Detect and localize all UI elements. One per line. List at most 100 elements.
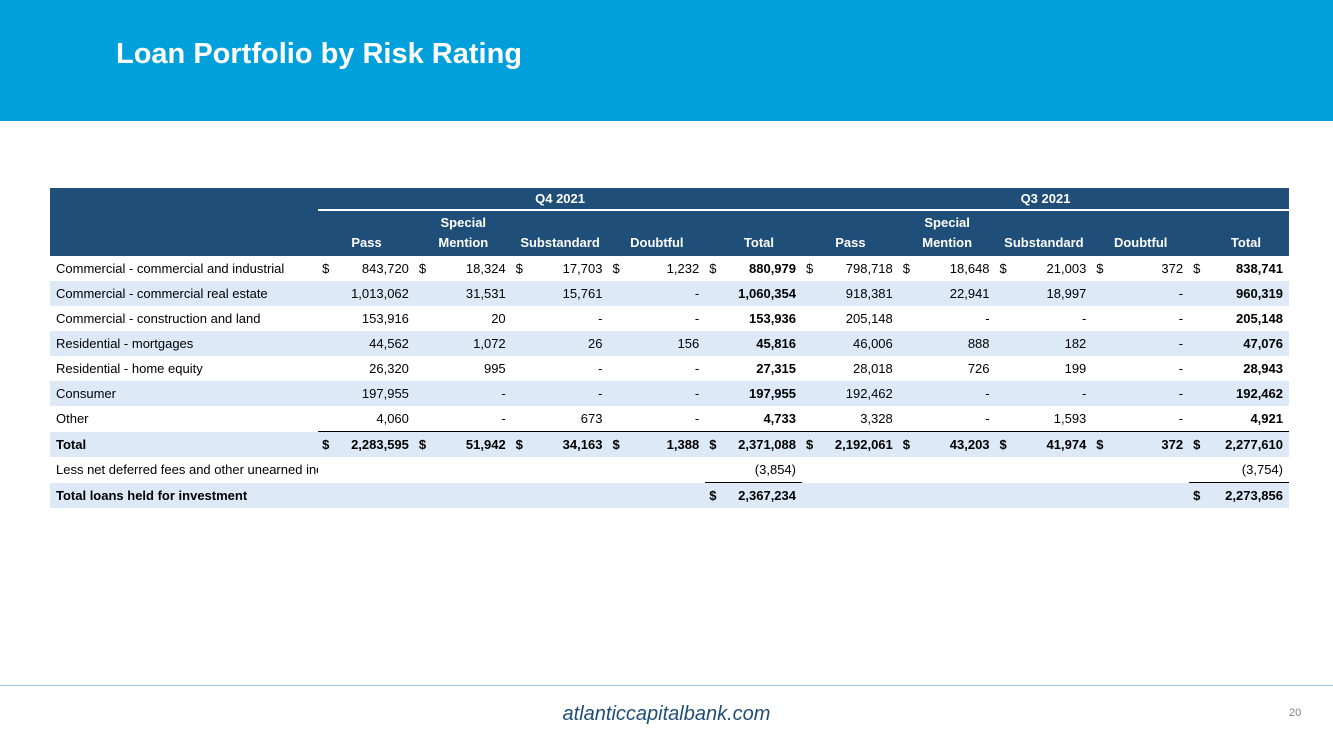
page-title: Loan Portfolio by Risk Rating — [116, 38, 523, 70]
currency-symbol — [1092, 381, 1111, 406]
cell-q3-special-mention: - — [985, 311, 990, 326]
currency-symbol: $ — [612, 261, 620, 276]
currency-symbol — [802, 331, 821, 356]
currency-symbol — [802, 406, 821, 432]
col-header-total: Total — [1189, 210, 1289, 256]
currency-symbol — [995, 406, 1014, 432]
cell-q4-substandard: 15,761 — [529, 281, 609, 306]
empty-cell — [530, 457, 609, 483]
currency-symbol — [1189, 381, 1210, 406]
currency-symbol — [318, 306, 336, 331]
cell-q3-total: (3,754) — [1209, 457, 1289, 483]
currency-symbol — [899, 306, 917, 331]
cell-q4-total: (3,854) — [725, 457, 802, 483]
currency-symbol — [802, 381, 821, 406]
empty-cell — [1014, 457, 1093, 483]
cell-q3-special-mention: 888 — [916, 331, 996, 356]
empty-cell — [318, 482, 337, 508]
currency-symbol: $ — [705, 431, 726, 457]
currency-symbol — [414, 406, 434, 432]
cell-q3-special-mention: - — [916, 381, 996, 406]
currency-symbol: $ — [322, 261, 330, 276]
empty-cell — [627, 457, 706, 483]
cell-q4-substandard: 34,163 — [529, 431, 609, 457]
period-header-row: Q4 2021 Q3 2021 — [50, 188, 1289, 211]
row-label: Less net deferred fees and other unearne… — [56, 462, 318, 478]
cell-q4-substandard: - — [598, 311, 603, 326]
currency-symbol: $ — [414, 431, 434, 457]
currency-symbol — [318, 406, 337, 432]
cell-q3-total: 2,277,610 — [1209, 431, 1289, 457]
currency-symbol — [996, 356, 1014, 381]
currency-symbol — [1092, 331, 1111, 356]
currency-symbol: $ — [709, 261, 717, 276]
header-blank — [50, 188, 319, 210]
currency-symbol — [415, 356, 433, 381]
cell-q3-total: 205,148 — [1236, 311, 1283, 326]
cell-q4-special-mention: 995 — [483, 361, 506, 376]
currency-symbol — [511, 406, 530, 432]
cell-q3-pass: 205,148 — [845, 311, 893, 326]
empty-cell — [820, 482, 899, 508]
currency-symbol — [705, 457, 726, 483]
empty-cell — [996, 457, 1014, 483]
col-header-doubtful: Doubtful — [608, 210, 706, 256]
currency-symbol — [1189, 331, 1210, 356]
col-header-pass: Pass — [802, 210, 899, 256]
empty-cell — [336, 482, 415, 508]
cell-q4-pass: 153,916 — [361, 311, 409, 326]
currency-symbol — [995, 281, 1014, 306]
row-label: Residential - home equity — [56, 361, 203, 376]
cell-q3-total: 2,273,856 — [1209, 482, 1289, 508]
footer-divider — [0, 685, 1333, 686]
cell-q4-substandard: 673 — [529, 406, 609, 432]
currency-symbol — [512, 356, 530, 381]
currency-symbol: $ — [1189, 431, 1210, 457]
empty-cell — [1110, 482, 1190, 508]
currency-symbol — [802, 356, 820, 381]
empty-cell — [433, 482, 512, 508]
empty-cell — [820, 457, 899, 483]
currency-symbol — [898, 331, 917, 356]
empty-cell — [802, 482, 821, 508]
col-header-substandard: Substandard — [511, 210, 609, 256]
currency-symbol — [414, 331, 434, 356]
currency-symbol — [414, 281, 434, 306]
cell-q4-doubtful: - — [694, 361, 700, 376]
col-header-pass: Pass — [318, 210, 415, 256]
empty-cell — [917, 457, 996, 483]
cell-q4-substandard: 17,703 — [562, 261, 603, 276]
currency-symbol — [705, 406, 726, 432]
cell-q4-special-mention: 18,324 — [465, 261, 506, 276]
cell-q3-total: 47,076 — [1209, 331, 1289, 356]
cell-q3-pass: 28,018 — [853, 361, 893, 376]
currency-symbol — [511, 381, 530, 406]
currency-symbol: $ — [995, 431, 1014, 457]
currency-symbol — [899, 356, 917, 381]
currency-symbol: $ — [1189, 482, 1210, 508]
cell-q4-pass: 26,320 — [369, 361, 409, 376]
empty-cell — [898, 482, 917, 508]
cell-q4-special-mention: 20 — [491, 311, 506, 326]
currency-symbol — [1092, 356, 1110, 381]
cell-q4-pass: 4,060 — [336, 406, 415, 432]
currency-symbol — [995, 381, 1014, 406]
table-row: Residential - home equity 26,320 995 - - 27,3… — [50, 356, 1289, 381]
row-label: Other — [56, 411, 89, 427]
currency-symbol — [705, 281, 726, 306]
cell-q3-special-mention: - — [916, 406, 996, 432]
empty-cell — [318, 457, 336, 483]
empty-cell — [608, 457, 626, 483]
currency-symbol — [608, 381, 627, 406]
cell-q3-substandard: 199 — [1064, 361, 1087, 376]
cell-q3-pass: 46,006 — [820, 331, 899, 356]
cell-q3-doubtful: - — [1110, 281, 1190, 306]
cell-q3-pass: 798,718 — [845, 261, 893, 276]
col-header-doubtful: Doubtful — [1092, 210, 1190, 256]
col-header-special-mention: Special Mention — [414, 210, 512, 256]
table-row: Residential - mortgages 44,562 1,072 26 156 4… — [50, 331, 1289, 356]
currency-symbol: $ — [515, 261, 523, 276]
currency-symbol — [995, 331, 1014, 356]
cell-q4-pass: 44,562 — [336, 331, 415, 356]
currency-symbol — [608, 331, 627, 356]
